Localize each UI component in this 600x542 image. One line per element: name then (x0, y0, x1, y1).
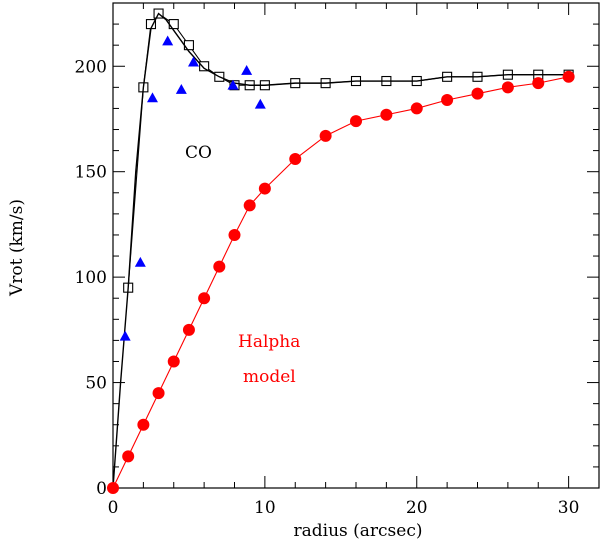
halpha-point (562, 70, 575, 83)
co-model-point (199, 61, 210, 72)
y-axis-label: Vrot (km/s) (7, 199, 27, 297)
halpha-point (137, 418, 150, 431)
tick-labels: 0 10 20 30 0 50 100 150 200 (75, 57, 580, 518)
halpha-point (319, 129, 332, 142)
halpha-point (182, 323, 195, 336)
plot-area (107, 2, 600, 494)
x-tick-label: 0 (108, 498, 119, 518)
annotation-halpha: Halpha (238, 332, 300, 352)
annotation-co: CO (185, 143, 212, 163)
halpha-point (122, 450, 135, 463)
halpha-point (213, 260, 226, 273)
co-data-point (162, 35, 174, 46)
halpha-point (198, 292, 211, 305)
halpha-point (167, 355, 180, 368)
halpha-point (350, 115, 362, 128)
halpha-point (471, 87, 484, 100)
x-tick-label: 10 (254, 498, 276, 518)
y-tick-label: 150 (75, 163, 107, 183)
y-tick-label: 100 (75, 268, 107, 288)
halpha-point (380, 108, 393, 121)
co-data-point (119, 330, 131, 341)
co-data-point (241, 64, 253, 75)
series-3 (107, 70, 575, 494)
axis-ticks (112, 2, 600, 489)
halpha-point (501, 81, 514, 94)
co-data-point (134, 256, 146, 267)
co-data-point (146, 92, 158, 103)
co-data-point (187, 56, 199, 67)
co-data-point (254, 98, 266, 109)
series-2 (119, 35, 266, 341)
series-line (112, 76, 569, 489)
halpha-point (243, 199, 256, 212)
halpha-point (228, 228, 241, 241)
y-tick-label: 50 (85, 374, 107, 394)
x-tick-label: 30 (558, 498, 580, 518)
series-line (112, 12, 569, 489)
halpha-point (258, 182, 271, 195)
x-tick-label: 20 (406, 498, 428, 518)
halpha-point (152, 387, 165, 400)
co-model-point (168, 19, 179, 30)
co-data-point (175, 83, 187, 94)
plot-frame (112, 2, 600, 489)
co-data-point (227, 79, 239, 90)
x-axis-label: radius (arcsec) (293, 521, 422, 541)
y-tick-label: 0 (96, 479, 107, 499)
series-layer (107, 8, 575, 494)
halpha-point (441, 94, 454, 106)
halpha-point (289, 153, 302, 166)
annotation-model: model (243, 367, 296, 387)
series-1 (112, 12, 569, 489)
y-tick-label: 200 (75, 57, 107, 77)
halpha-point (532, 77, 545, 90)
halpha-point (107, 482, 119, 494)
halpha-point (410, 102, 423, 115)
